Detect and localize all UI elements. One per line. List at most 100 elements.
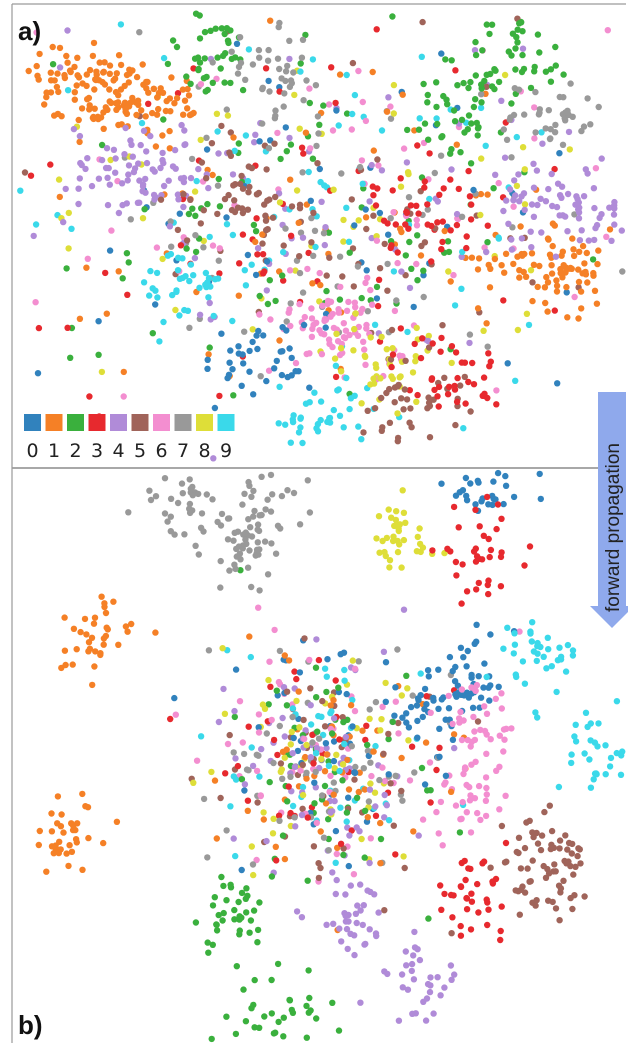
scatter-point [338,170,345,177]
scatter-point [102,104,110,111]
scatter-point [204,356,211,363]
scatter-point [227,79,234,87]
scatter-point [167,495,175,502]
scatter-point [438,246,445,253]
scatter-point [377,835,385,843]
scatter-point [254,926,262,934]
scatter-point [192,232,199,239]
scatter-point [458,691,465,698]
scatter-point [549,242,556,250]
scatter-point [55,176,63,183]
scatter-point [510,197,517,204]
scatter-point [472,501,479,508]
scatter-point [531,104,538,111]
scatter-point [417,692,424,699]
scatter-point [321,182,328,189]
scatter-point [155,105,162,113]
scatter-point [368,301,376,308]
scatter-point [268,716,275,724]
scatter-point [497,936,504,944]
scatter-point [333,876,340,884]
scatter-point [214,182,222,189]
scatter-point [305,168,312,176]
scatter-point [319,697,326,705]
scatter-point [392,684,399,691]
scatter-point [571,892,578,899]
scatter-point [279,272,286,279]
scatter-point [265,676,272,684]
scatter-point [503,197,510,204]
scatter-point [306,85,313,92]
scatter-point [511,641,519,648]
scatter-point [370,192,377,199]
scatter-point [467,160,475,167]
scatter-point [366,198,373,205]
scatter-point [542,874,550,881]
scatter-point [356,163,364,171]
scatter-point [248,1005,255,1012]
scatter-point [457,708,464,716]
scatter-point [299,791,307,799]
scatter-point [422,739,430,746]
scatter-point [530,833,537,841]
scatter-point [83,71,91,78]
scatter-point [419,713,426,721]
scatter-point [95,115,102,123]
scatter-point [54,70,61,77]
legend-swatch-6 [153,414,170,431]
scatter-point [216,245,223,252]
scatter-point [436,725,443,732]
scatter-point [253,751,260,758]
scatter-point [477,694,485,701]
scatter-point [76,315,84,322]
scatter-point [225,39,232,47]
scatter-point [477,190,485,198]
scatter-point [374,185,381,192]
scatter-point [311,800,318,807]
legend-swatch-4 [110,414,127,431]
panel-label-b: b) [18,1010,43,1040]
scatter-point [404,328,411,336]
scatter-point [465,112,473,119]
scatter-point [250,487,257,495]
scatter-point [229,317,236,325]
scatter-point [152,301,159,308]
scatter-point [330,779,337,786]
scatter-point [299,761,306,768]
scatter-point [186,509,194,517]
scatter-point [296,300,303,308]
scatter-point [445,248,453,256]
scatter-point [326,254,333,261]
scatter-point [255,46,263,54]
scatter-point [157,164,164,172]
scatter-point [521,844,529,852]
scatter-point [350,871,358,878]
scatter-point [58,811,65,818]
scatter-point [557,889,564,896]
scatter-point [300,97,307,104]
scatter-point [227,884,235,891]
scatter-point [452,421,459,429]
scatter-point [561,857,568,865]
scatter-point [289,705,297,712]
scatter-point [220,882,227,890]
scatter-point [564,846,571,853]
scatter-point [295,688,302,695]
scatter-point [309,280,316,287]
scatter-point [302,753,309,761]
scatter-point [145,89,152,96]
scatter-point [167,513,174,520]
scatter-point [466,193,474,200]
scatter-point [375,162,382,169]
scatter-point [90,620,98,627]
scatter-point [180,111,187,118]
scatter-point [239,185,247,192]
scatter-point [453,398,461,405]
scatter-point [379,703,386,710]
scatter-point [395,381,402,389]
scatter-point [234,762,242,770]
scatter-point [405,737,412,744]
scatter-point [309,731,316,738]
scatter-point [409,692,416,699]
scatter-point [408,960,416,968]
